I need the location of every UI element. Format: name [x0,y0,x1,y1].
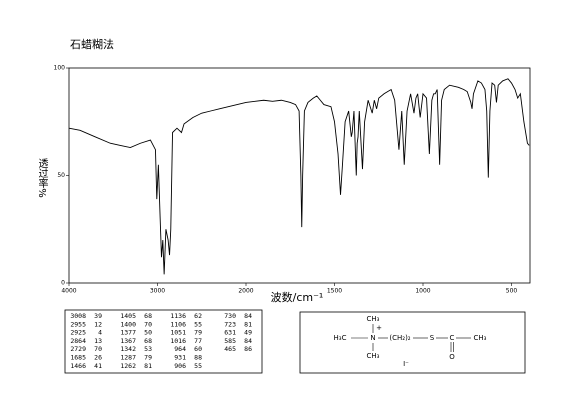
peak-wavenumber: 964 [174,345,186,353]
peak-wavenumber: 2955 [70,320,86,328]
peak-wavenumber: 1377 [120,329,136,337]
peak-wavenumber: 1262 [120,362,136,370]
spectrum-line [68,78,530,275]
charge: + [376,324,382,332]
peak-transmittance: 12 [94,320,102,328]
peak-transmittance: 50 [144,329,152,337]
atom-label: O [449,353,455,361]
peak-wavenumber: 2925 [70,329,86,337]
peak-transmittance: 13 [94,337,102,345]
atom-label: CH₃ [367,315,380,323]
peak-transmittance: 81 [144,362,152,370]
peak-transmittance: 77 [194,337,202,345]
y-axis-label: 透过率% [36,158,48,198]
plot-frame [68,67,531,284]
peak-transmittance: 79 [144,354,152,362]
peak-transmittance: 39 [94,312,102,320]
peak-transmittance: 68 [144,312,152,320]
structure-frame [299,311,526,374]
peak-wavenumber: 1466 [70,362,86,370]
peak-transmittance: 84 [244,312,252,320]
x-tick-label: 4000 [61,288,76,295]
peak-wavenumber: 1685 [70,354,86,362]
atom-label: (CH₂)₂ [389,334,410,342]
y-tick-label: 0 [61,280,65,287]
structure [351,324,471,352]
peak-wavenumber: 1287 [120,354,136,362]
y-tick-label: 50 [57,172,65,179]
peak-wavenumber: 1342 [120,345,136,353]
peak-transmittance: 49 [244,329,252,337]
peak-transmittance: 86 [244,345,252,353]
peak-table-frame [64,309,263,374]
peak-transmittance: 70 [94,345,102,353]
peak-wavenumber: 1016 [170,337,186,345]
atom-label: CH₃ [367,352,380,360]
peak-wavenumber: 1367 [120,337,136,345]
peak-transmittance: 70 [144,320,152,328]
peak-transmittance: 55 [194,362,202,370]
x-tick-label: 1000 [415,288,430,295]
peak-wavenumber: 1400 [120,320,136,328]
atom-label: H₃C [334,334,347,342]
y-tick-label: 100 [54,65,66,72]
atom-label: S [430,334,435,342]
peak-wavenumber: 2729 [70,345,86,353]
peak-transmittance: 88 [194,354,202,362]
peak-table: 3008 39 2955 12 2925 4 2864 13 2729 70 1685 26 1466 4… [70,312,252,370]
peak-wavenumber: 631 [224,329,236,337]
x-tick-label: 1500 [327,288,342,295]
peak-wavenumber: 585 [224,337,236,345]
x-axis-label: 波数/cm⁻¹ [271,291,324,304]
peak-wavenumber: 906 [174,362,186,370]
peak-wavenumber: 1136 [170,312,186,320]
peak-wavenumber: 730 [224,312,236,320]
counter-ion: I⁻ [403,360,409,368]
peak-transmittance: 60 [194,345,202,353]
peak-wavenumber: 465 [224,345,236,353]
peak-wavenumber: 723 [224,320,236,328]
peak-wavenumber: 1051 [170,329,186,337]
x-tick-label: 500 [506,288,518,295]
peak-transmittance: 81 [244,320,252,328]
atom-label: CH₃ [474,334,487,342]
chart-title: 石蜡糊法 [70,37,114,51]
peak-wavenumber: 1405 [120,312,136,320]
peak-transmittance: 26 [94,354,102,362]
peak-transmittance: 4 [98,329,102,337]
peak-transmittance: 53 [144,345,152,353]
peak-transmittance: 62 [194,312,202,320]
atom-label: C [450,334,455,342]
peak-wavenumber: 3008 [70,312,86,320]
atom-label: N [370,334,375,342]
peak-transmittance: 41 [94,362,102,370]
peak-wavenumber: 2864 [70,337,86,345]
peak-transmittance: 84 [244,337,252,345]
x-tick-label: 2000 [238,288,253,295]
x-tick-label: 3000 [150,288,165,295]
peak-wavenumber: 931 [174,354,186,362]
peak-wavenumber: 1106 [170,320,186,328]
peak-transmittance: 55 [194,320,202,328]
peak-transmittance: 68 [144,337,152,345]
peak-transmittance: 79 [194,329,202,337]
